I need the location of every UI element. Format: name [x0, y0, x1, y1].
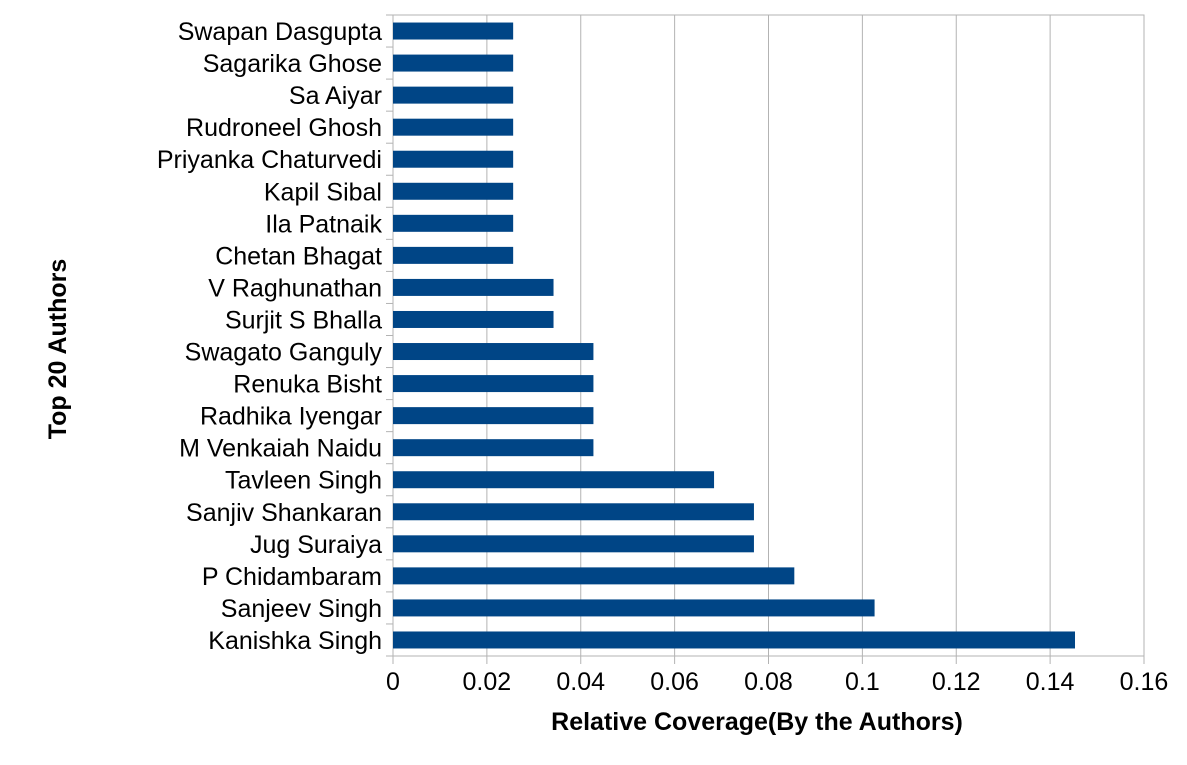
bar — [393, 599, 875, 617]
bar — [393, 535, 754, 553]
bar — [393, 214, 514, 232]
category-label: Ila Patnaik — [265, 210, 382, 238]
bar — [393, 118, 514, 136]
plot-area-frame — [392, 14, 1145, 657]
bar — [393, 246, 514, 264]
bar — [393, 631, 1076, 649]
bar — [393, 54, 514, 72]
category-label: Tavleen Singh — [225, 467, 382, 495]
x-tick-labels: 0 0.02 0.04 0.06 0.08 0.1 0.12 0.14 0.16 — [386, 668, 1168, 696]
category-label: Kanishka Singh — [208, 627, 382, 655]
category-label: M Venkaiah Naidu — [179, 435, 382, 463]
bar — [393, 503, 754, 521]
bar — [393, 278, 554, 296]
bar — [393, 150, 514, 168]
category-label: Renuka Bisht — [233, 371, 382, 399]
category-label: Sagarika Ghose — [203, 50, 382, 78]
category-label: Sa Aiyar — [289, 82, 382, 110]
bar — [393, 439, 594, 457]
x-tick-label: 0.16 — [1120, 668, 1169, 696]
y-axis-title: Top 20 Authors — [44, 259, 72, 440]
x-tick-label: 0.04 — [556, 668, 605, 696]
bar — [393, 471, 715, 489]
category-label: Swagato Ganguly — [185, 339, 383, 367]
x-tick-label: 0.08 — [744, 668, 793, 696]
bar — [393, 22, 514, 40]
bars — [393, 22, 1076, 649]
category-label: Rudroneel Ghosh — [186, 114, 382, 142]
bar — [393, 86, 514, 104]
category-label: Swapan Dasgupta — [178, 18, 382, 46]
category-label: Sanjiv Shankaran — [186, 499, 382, 527]
x-axis-title: Relative Coverage(By the Authors) — [551, 708, 963, 736]
category-label: V Raghunathan — [208, 274, 382, 302]
x-tick-label: 0.12 — [932, 668, 981, 696]
category-label: Priyanka Chaturvedi — [157, 146, 382, 174]
x-tick-label: 0.14 — [1026, 668, 1075, 696]
bar — [393, 407, 594, 425]
category-label: Sanjeev Singh — [221, 595, 382, 623]
bar — [393, 567, 795, 585]
bar — [393, 310, 554, 328]
bar — [393, 375, 594, 393]
category-label: Kapil Sibal — [264, 178, 382, 206]
bar — [393, 343, 594, 361]
category-label: Surjit S Bhalla — [225, 306, 382, 334]
category-label: P Chidambaram — [202, 563, 382, 591]
bar — [393, 182, 514, 200]
gridlines — [386, 14, 1145, 664]
category-labels: Swapan Dasgupta Sagarika Ghose Sa Aiyar Rud… — [157, 18, 383, 655]
category-label: Radhika Iyengar — [200, 403, 382, 431]
category-label: Chetan Bhagat — [215, 242, 382, 270]
x-tick-label: 0.02 — [463, 668, 512, 696]
x-tick-label: 0.1 — [845, 668, 880, 696]
x-tick-label: 0.06 — [650, 668, 699, 696]
x-tick-label: 0 — [386, 668, 400, 696]
category-label: Jug Suraiya — [250, 531, 382, 559]
